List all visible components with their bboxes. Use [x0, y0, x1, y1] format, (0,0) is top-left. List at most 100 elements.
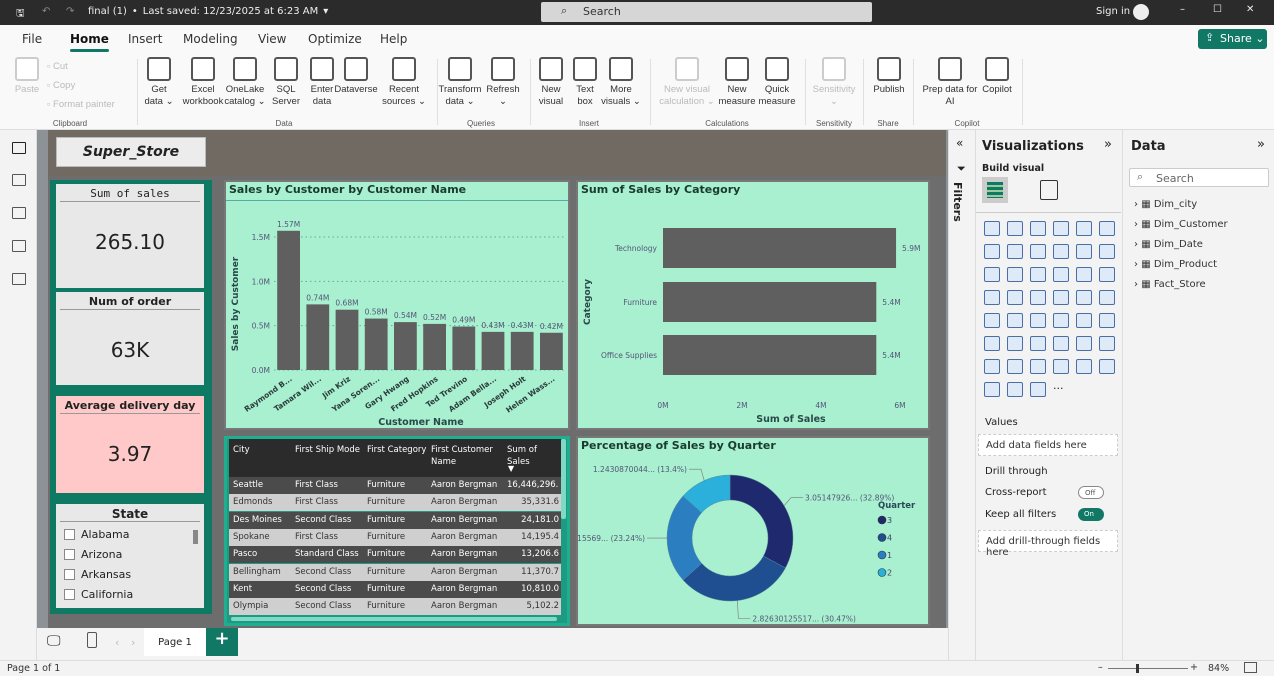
format-painter-button[interactable]: ▫ Format painter	[47, 99, 115, 110]
tab-home[interactable]: Home	[70, 32, 109, 52]
stacked-area-icon[interactable]	[1030, 244, 1046, 259]
file-name[interactable]: final (1)	[88, 6, 127, 17]
paste-button[interactable]: Paste	[12, 57, 42, 96]
line-clustered-icon[interactable]	[1099, 244, 1115, 259]
filled-map-icon[interactable]	[1030, 290, 1046, 305]
donut-slice[interactable]	[666, 495, 703, 581]
data-table-item[interactable]: › ▦ Dim_city	[1134, 199, 1198, 210]
zoom-in-button[interactable]: +	[1190, 662, 1198, 673]
table-row[interactable]: Seattle First Class Furniture Aaron Bergman…	[229, 477, 561, 494]
100-area-icon[interactable]	[1053, 244, 1069, 259]
table-row[interactable]: Bellingham Second Class Furniture Aaron Ber…	[229, 563, 561, 581]
card-icon[interactable]	[984, 313, 1000, 328]
column-header[interactable]: First Ship Mode	[295, 445, 360, 455]
pie-icon[interactable]	[1076, 267, 1092, 282]
table-row[interactable]: Olympia Second Class Furniture Aaron Bergma…	[229, 598, 561, 616]
multi-row-card-icon[interactable]	[1007, 313, 1023, 328]
quick-measure-button[interactable]: Quick measure	[758, 57, 796, 108]
bar[interactable]	[481, 331, 505, 370]
collapse-icon[interactable]: »	[1257, 137, 1265, 152]
100-bar-icon[interactable]	[1076, 221, 1092, 236]
recent-button[interactable]: Recent sources ⌄	[381, 57, 427, 108]
card-num-of-order[interactable]: Num of order 63K	[56, 292, 204, 385]
r-visual-icon[interactable]	[984, 336, 1000, 351]
values-well[interactable]: Add data fields here	[978, 434, 1118, 456]
tab-insert[interactable]: Insert	[128, 32, 163, 46]
data-search-input[interactable]: ⌕ Search	[1129, 168, 1269, 187]
keep-filters-toggle[interactable]: On	[1078, 508, 1104, 521]
cut-button[interactable]: ▫ Cut	[47, 61, 68, 72]
funnel-icon[interactable]	[1030, 267, 1046, 282]
slicer-item[interactable]: Arkansas	[64, 568, 204, 588]
kpi-icon[interactable]	[1030, 313, 1046, 328]
table-add-button[interactable]: Enter data	[308, 57, 336, 108]
bar[interactable]	[663, 282, 877, 322]
more-visuals-icon[interactable]: ···	[1053, 382, 1064, 395]
avatar[interactable]	[1133, 4, 1149, 20]
line-icon[interactable]	[984, 244, 1000, 259]
tab-help[interactable]: Help	[380, 32, 408, 46]
map-icon[interactable]	[1007, 290, 1023, 305]
build-visual-tab[interactable]	[982, 177, 1008, 203]
mobile-layout-icon[interactable]	[87, 632, 97, 648]
decomposition-tree-icon[interactable]	[1053, 336, 1069, 351]
redo-icon[interactable]: ↷	[66, 6, 75, 17]
cross-report-toggle[interactable]: Off	[1078, 486, 1104, 499]
bar[interactable]	[394, 322, 417, 370]
ribbon-icon[interactable]	[984, 267, 1000, 282]
sales-by-quarter-donut[interactable]: Percentage of Sales by Quarter 3.0514792…	[576, 436, 930, 626]
sign-in-link[interactable]: Sign in	[1096, 6, 1131, 17]
save-icon[interactable]: 🖫	[16, 8, 25, 19]
calculator-button[interactable]: New measure	[718, 57, 756, 108]
treemap-icon[interactable]	[984, 290, 1000, 305]
transform-button[interactable]: Transform data ⌄	[436, 57, 484, 108]
donut-slice[interactable]	[729, 474, 794, 569]
bar[interactable]	[277, 230, 300, 370]
matrix-icon[interactable]	[1099, 313, 1115, 328]
donut-icon[interactable]	[1099, 267, 1115, 282]
zoom-slider[interactable]	[1108, 668, 1188, 669]
checkbox[interactable]	[64, 529, 75, 540]
text-box-button[interactable]: Text box	[573, 57, 597, 108]
table-row[interactable]: Pasco Standard Class Furniture Aaron Bergma…	[229, 546, 561, 564]
table-row[interactable]: Edmonds First Class Furniture Aaron Bergman…	[229, 494, 561, 512]
scrollbar[interactable]	[193, 530, 198, 544]
shape-icon[interactable]	[1007, 382, 1023, 397]
qa-icon[interactable]	[1076, 336, 1092, 351]
table-row[interactable]: Spokane First Class Furniture Aaron Bergman…	[229, 528, 561, 546]
fit-to-page-icon[interactable]	[1244, 662, 1257, 673]
power-apps-icon[interactable]	[1030, 359, 1046, 374]
column-header[interactable]: First Category	[367, 445, 427, 455]
stacked-bar-icon[interactable]	[984, 221, 1000, 236]
table-row[interactable]: Kent Second Class Furniture Aaron Bergman 10…	[229, 580, 561, 598]
tab-optimize[interactable]: Optimize	[308, 32, 362, 46]
metrics-icon[interactable]	[984, 359, 1000, 374]
new-visual-button[interactable]: New visual	[537, 57, 565, 108]
data-table-item[interactable]: › ▦ Dim_Product	[1134, 259, 1218, 270]
waterfall-icon[interactable]	[1007, 267, 1023, 282]
bar[interactable]	[510, 331, 534, 370]
state-slicer[interactable]: State Alabama Arizona Arkansas California	[56, 504, 204, 608]
next-page-icon[interactable]: ›	[131, 636, 136, 649]
card-sum-of-sales[interactable]: Sum of sales 265.10	[56, 184, 204, 288]
model-view-icon[interactable]	[12, 207, 26, 219]
bar[interactable]	[335, 309, 359, 370]
tab-view[interactable]: View	[258, 32, 287, 46]
gauge-icon[interactable]	[1076, 290, 1092, 305]
tab-modeling[interactable]: Modeling	[183, 32, 238, 46]
bar[interactable]	[663, 228, 897, 268]
bar[interactable]	[423, 323, 446, 370]
sales-by-customer-chart[interactable]: Sales by Customer by Customer Name 0.0M 0…	[224, 180, 570, 430]
zoom-slider-thumb[interactable]	[1136, 664, 1139, 673]
visual-calc-button[interactable]: New visual calculation ⌄	[657, 57, 717, 108]
report-view-icon[interactable]	[12, 142, 26, 154]
bar[interactable]	[364, 318, 388, 370]
minimize-icon[interactable]: –	[1180, 4, 1185, 15]
tmdl-view-icon[interactable]	[12, 273, 26, 285]
search-input[interactable]: ⌕ Search	[541, 2, 872, 22]
data-table-item[interactable]: › ▦ Dim_Customer	[1134, 219, 1228, 230]
add-page-button[interactable]: +	[206, 628, 238, 656]
table-row[interactable]: Des Moines Second Class Furniture Aaron Ber…	[229, 511, 561, 529]
narrative-icon[interactable]	[1099, 336, 1115, 351]
zoom-out-button[interactable]: –	[1098, 662, 1103, 673]
